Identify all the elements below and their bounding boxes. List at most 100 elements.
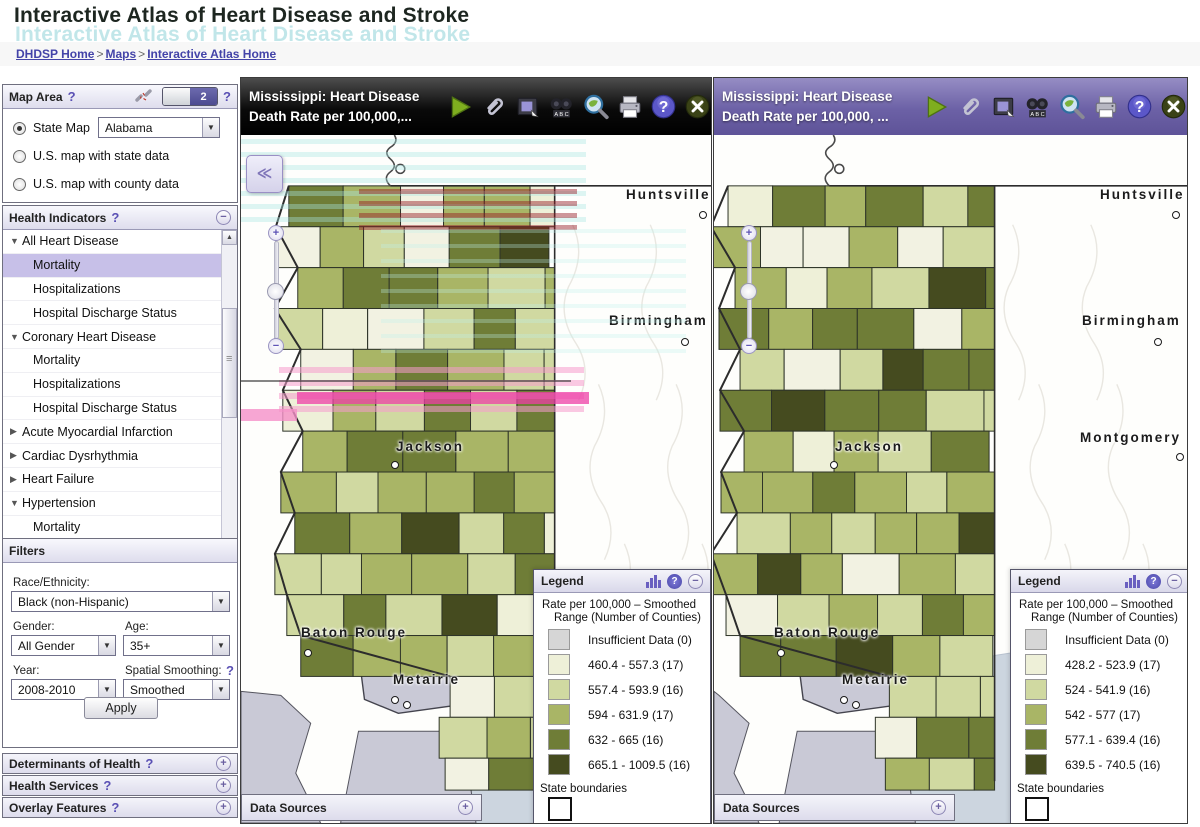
legend-help-icon[interactable]: ? [667,573,682,589]
zoom-to-icon[interactable] [582,93,609,120]
dropdown-arrow-icon[interactable]: ▼ [98,636,115,655]
chart-icon[interactable] [646,574,661,588]
county-choropleth-map[interactable] [241,135,711,823]
tree-item-hospitalizations[interactable]: Hospitalizations [3,373,221,397]
print-icon[interactable] [1092,93,1119,120]
print-icon[interactable] [616,93,643,120]
data-sources-bar[interactable]: Data Sources + [241,794,482,821]
tree-item-mortality[interactable]: Mortality [3,349,221,373]
find-label-icon[interactable]: A B C [548,93,575,120]
apply-button[interactable]: Apply [84,697,158,719]
tree-expanded-icon[interactable]: ▼ [10,236,19,247]
tree-collapsed-icon[interactable]: ▶ [10,473,17,484]
legend-collapse-icon[interactable]: − [688,573,703,589]
breadcrumb-link-atlas-home[interactable]: Interactive Atlas Home [147,47,277,61]
tree-expanded-icon[interactable]: ▼ [10,331,19,342]
map-window-left-titlebar[interactable]: Mississippi: Heart Disease Death Rate pe… [241,78,711,135]
accordion-health-services[interactable]: Health Services ? + [2,775,238,796]
dropdown-arrow-icon[interactable]: ▼ [212,680,229,699]
dropdown-arrow-icon[interactable]: ▼ [202,118,219,137]
run-animation-icon[interactable] [922,93,949,120]
help-icon[interactable]: ? [1126,93,1153,120]
tree-collapsed-icon[interactable]: ▶ [10,450,17,461]
race-select[interactable]: Black (non-Hispanic) ▼ [11,591,230,612]
map-count-help-icon[interactable]: ? [223,89,231,104]
zoom-slider-thumb[interactable] [267,283,284,300]
map-area-help-icon[interactable]: ? [67,89,76,104]
legend-header[interactable]: Legend ? − [1011,570,1187,593]
zoom-in-button[interactable]: + [741,225,757,241]
close-icon[interactable] [684,93,711,120]
tree-item-hospital-discharge-status[interactable]: Hospital Discharge Status [3,397,221,421]
data-sources-bar[interactable]: Data Sources + [714,794,955,821]
tree-item-heart-failure[interactable]: ▶ Heart Failure [3,468,221,492]
accordion-determinants-of-health[interactable]: Determinants of Health ? + [2,753,238,774]
tree-expanded-icon[interactable]: ▼ [10,498,19,509]
legend-help-icon[interactable]: ? [1146,573,1161,589]
filters-header[interactable]: Filters [3,539,237,563]
us-state-map-radio[interactable] [13,149,26,163]
export-image-icon[interactable] [514,93,541,120]
zoom-to-icon[interactable] [1058,93,1085,120]
map-window-right-titlebar[interactable]: Mississippi: Heart Disease Death Rate pe… [714,78,1187,135]
dropdown-arrow-icon[interactable]: ▼ [212,592,229,611]
expand-icon[interactable]: + [216,778,231,793]
tree-item-hypertension[interactable]: ▼ Hypertension [3,492,221,516]
breadcrumb-link-maps[interactable]: Maps [105,47,137,61]
state-map-radio[interactable] [13,121,26,135]
zoom-out-button[interactable]: − [268,338,284,354]
tree-item-hospital-discharge-status[interactable]: Hospital Discharge Status [3,301,221,326]
health-indicators-collapse-icon[interactable]: − [216,210,231,225]
overlay-features-help-icon[interactable]: ? [111,800,120,815]
map-area-header[interactable]: Map Area ? 2 ? [3,85,237,109]
tree-item-cardiac-dysrhythmia[interactable]: ▶ Cardiac Dysrhythmia [3,444,221,468]
collapse-sidebar-button[interactable]: ≪ [246,155,283,193]
tree-item-all-heart-disease[interactable]: ▼ All Heart Disease [3,230,221,254]
map-count-toggle[interactable]: 2 [162,87,219,106]
map-count-toggle-on[interactable]: 2 [190,88,218,105]
dropdown-arrow-icon[interactable]: ▼ [98,680,115,699]
data-sources-expand-icon[interactable]: + [931,800,946,815]
close-icon[interactable] [1160,93,1187,120]
zoom-slider-thumb[interactable] [740,283,757,300]
smoothing-help-icon[interactable]: ? [226,663,234,678]
tree-item-coronary-heart-disease[interactable]: ▼ Coronary Heart Disease [3,325,221,349]
health-indicators-help-icon[interactable]: ? [111,210,120,225]
find-label-icon[interactable]: A B C [1024,93,1051,120]
us-county-map-radio[interactable] [13,177,26,191]
tree-scrollbar[interactable]: ▲ ▼ [221,230,237,618]
gender-select[interactable]: All Gender ▼ [11,635,116,656]
tree-collapsed-icon[interactable]: ▶ [10,426,17,437]
breadcrumb-link-dhdsp-home[interactable]: DHDSP Home [16,47,95,61]
year-select[interactable]: 2008-2010 ▼ [11,679,116,700]
tree-item-hospitalizations[interactable]: Hospitalizations [3,278,221,302]
determinants-help-icon[interactable]: ? [145,756,154,771]
chart-icon[interactable] [1125,574,1140,588]
tree-item-mortality[interactable]: Mortality [3,253,221,278]
tree-item-acute-myocardial-infarction[interactable]: ▶ Acute Myocardial Infarction [3,420,221,445]
dropdown-arrow-icon[interactable]: ▼ [212,636,229,655]
tree-item-mortality[interactable]: Mortality [3,516,221,540]
age-select[interactable]: 35+ ▼ [123,635,230,656]
help-icon[interactable]: ? [650,93,677,120]
legend-collapse-icon[interactable]: − [1167,573,1182,589]
unlink-maps-icon[interactable] [134,88,154,106]
map-count-toggle-off[interactable] [163,88,191,105]
health-services-help-icon[interactable]: ? [103,778,112,793]
scroll-up-icon[interactable]: ▲ [222,230,237,245]
legend-header[interactable]: Legend ? − [534,570,710,593]
expand-icon[interactable]: + [216,756,231,771]
accordion-overlay-features[interactable]: Overlay Features ? + [2,797,238,818]
export-image-icon[interactable] [990,93,1017,120]
smoothing-select[interactable]: Smoothed ▼ [123,679,230,700]
run-animation-icon[interactable] [446,93,473,120]
scrollbar-thumb[interactable] [222,308,237,418]
link-icon[interactable] [956,93,983,120]
zoom-in-button[interactable]: + [268,225,284,241]
zoom-out-button[interactable]: − [741,338,757,354]
expand-icon[interactable]: + [216,800,231,815]
state-select[interactable]: Alabama ▼ [98,117,220,138]
data-sources-expand-icon[interactable]: + [458,800,473,815]
health-indicators-header[interactable]: Health Indicators ? − [3,206,237,230]
link-icon[interactable] [480,93,507,120]
